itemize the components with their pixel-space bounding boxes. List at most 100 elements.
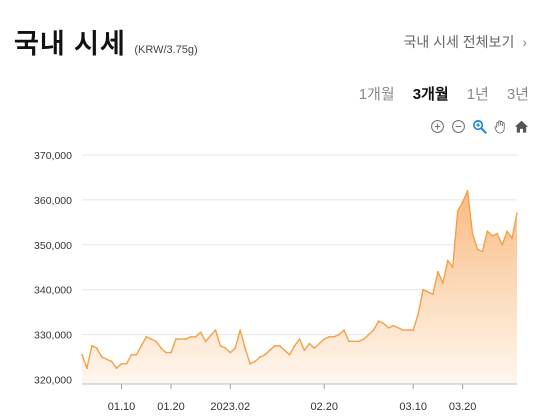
price-data-point [81,353,83,356]
home-icon[interactable] [514,119,529,134]
x-tick-label: 03.10 [399,401,427,413]
x-tick-label: 01.20 [157,401,185,413]
y-tick-label: 350,000 [34,240,72,252]
price-data-point [259,356,261,358]
price-data-point [328,335,331,338]
price-data-point [372,329,375,332]
price-data-point [214,329,217,332]
price-data-point [110,360,113,363]
price-data-point [288,353,291,356]
price-data-point [135,353,138,356]
y-tick-label: 320,000 [34,375,72,387]
price-data-point [145,335,148,338]
price-data-point [229,351,232,354]
price-data-point [184,338,187,340]
price-data-point [496,232,499,235]
price-data-point [254,360,256,363]
price-data-point [402,329,405,332]
price-data-point [422,288,424,291]
view-all-label: 국내 시세 전체보기 [403,34,515,50]
price-data-point [392,324,395,327]
price-data-point [130,353,133,356]
price-series-line [81,190,518,369]
tab-1-month[interactable]: 1개월 [358,86,395,103]
price-data-point [461,201,464,204]
price-data-point [491,234,494,237]
price-data-point [323,338,326,340]
price-data-point [437,270,439,273]
price-data-point [234,347,237,349]
price-data-point [476,248,479,251]
price-data-point [199,331,202,334]
pan-hand-icon[interactable] [493,119,508,134]
price-data-point [367,333,370,336]
price-data-point [303,349,306,352]
price-data-point [100,356,103,358]
price-data-point [268,349,271,352]
price-data-point [357,340,360,343]
price-data-point [278,344,281,347]
price-data-point [501,243,504,246]
tab-1-year[interactable]: 1년 [466,86,489,103]
price-data-point [333,335,336,338]
price-data-point [441,282,444,284]
price-data-point [165,351,167,354]
y-tick-label: 360,000 [34,195,72,207]
price-data-point [155,340,158,343]
price-data-point [160,347,162,349]
price-data-point [481,250,484,253]
price-data-point [387,326,390,329]
price-data-point [432,293,434,296]
price-data-point [456,210,459,213]
period-tabs: 1개월 3개월 1년 3년 [359,83,529,104]
view-all-link[interactable]: 국내 시세 전체보기 › [404,32,528,52]
price-data-point [506,230,509,233]
price-data-point [511,237,513,239]
price-data-point [382,322,385,325]
price-data-point [471,232,474,235]
tab-3-months[interactable]: 3개월 [412,86,449,103]
tab-3-years[interactable]: 3년 [506,86,529,103]
price-data-point [249,362,251,365]
page-title: 국내 시세 [14,29,126,59]
price-data-point [189,335,192,338]
price-data-point [308,342,311,345]
price-data-point [194,335,197,338]
price-data-point [90,344,93,347]
price-data-point [446,259,449,262]
price-data-point [486,230,489,233]
chevron-right-icon: › [522,34,527,50]
header: 국내 시세 (KRW/3.75g) [14,22,198,61]
unit-label: (KRW/3.75g) [134,44,198,56]
price-data-point [175,338,177,340]
price-data-point [427,291,429,293]
price-data-point [412,329,415,332]
x-tick-label: 2023.02 [210,401,250,413]
price-data-point [417,313,420,316]
x-tick-label: 02.20 [310,401,338,413]
price-data-point [219,344,222,347]
zoom-out-icon[interactable] [451,119,466,134]
chart-toolbar [430,119,529,134]
price-data-point [377,320,380,323]
x-tick-label: 01.10 [108,401,136,413]
y-tick-label: 370,000 [34,150,72,162]
price-data-point [338,333,340,336]
price-data-point [86,367,88,370]
price-data-point [313,347,316,349]
price-data-point [348,340,350,343]
price-data-point [150,338,153,340]
magnify-icon[interactable] [472,119,487,134]
price-data-point [298,338,301,340]
price-data-point [451,266,454,269]
y-tick-label: 340,000 [34,285,72,297]
zoom-in-icon[interactable] [430,119,445,134]
x-tick-label: 03.20 [449,401,477,413]
price-data-point [397,326,400,329]
price-data-point [120,362,123,365]
price-data-point [95,347,98,349]
price-area-fill [82,190,517,384]
price-data-point [244,347,247,349]
price-data-point [125,362,128,365]
